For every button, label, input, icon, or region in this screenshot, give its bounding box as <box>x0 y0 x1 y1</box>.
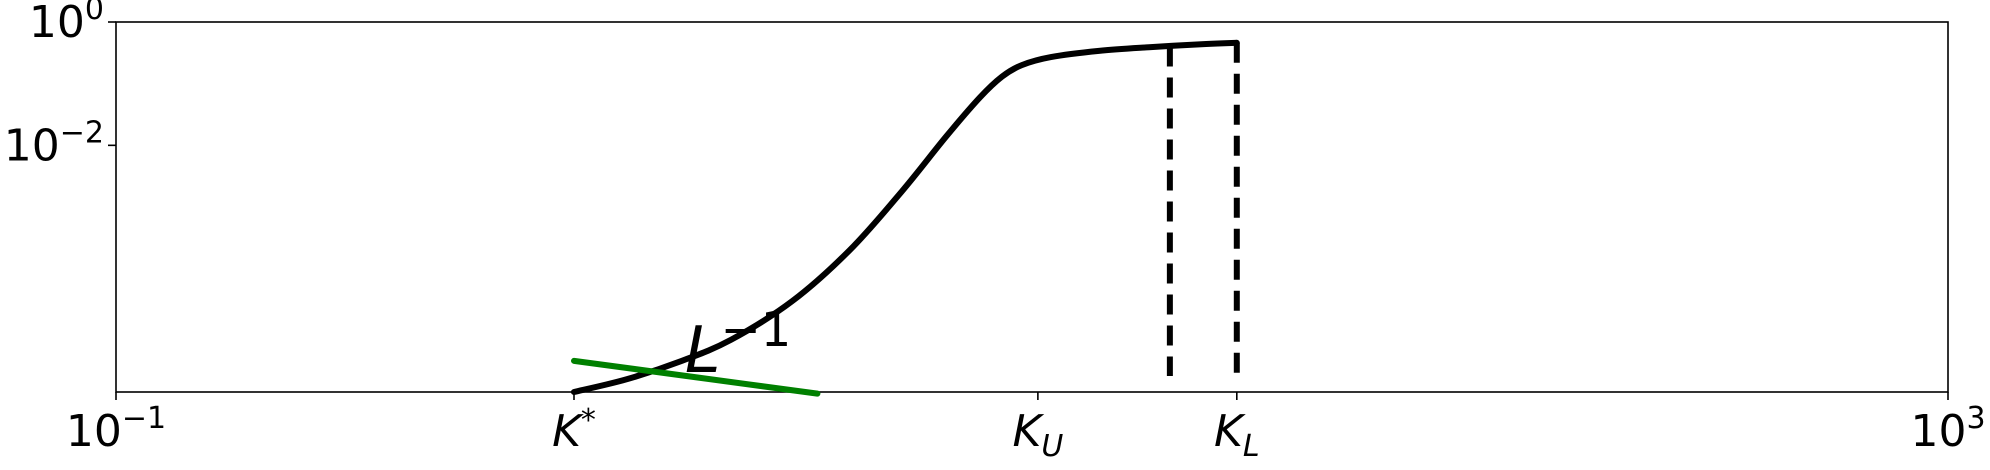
x-named-tick-sup: * <box>581 403 596 438</box>
slope-annotation-0: L−1 <box>685 302 791 388</box>
y-tick-exponent: −2 <box>60 115 104 150</box>
x-tick-label-0: 10−1 <box>66 401 166 457</box>
series-line-1 <box>571 357 821 397</box>
y-tick-label-1: 10−2 <box>4 115 104 171</box>
x-tick-exponent: 3 <box>1966 401 1985 436</box>
x-tick-exponent: −1 <box>122 401 166 436</box>
x-tick-base: 10 <box>66 406 122 457</box>
x-named-tick-sub: L <box>1243 429 1260 464</box>
x-named-tick-main: K <box>1214 406 1246 457</box>
x-named-tick-label-1: KU <box>1012 406 1063 464</box>
x-tick-label-1: 103 <box>1910 401 1985 457</box>
x-tick-base: 10 <box>1910 406 1966 457</box>
series-layer <box>571 39 1240 397</box>
x-named-tick-label-0: K* <box>552 403 596 457</box>
slope-annotation-base: L <box>685 314 721 388</box>
y-tick-base: 10 <box>4 120 60 171</box>
x-named-tick-main: K <box>552 406 584 457</box>
slope-annotation-exponent: −1 <box>721 302 792 358</box>
annotations-layer: L−1 <box>685 302 791 388</box>
y-tick-exponent: 0 <box>85 0 104 27</box>
x-named-tick-sub: U <box>1041 429 1063 464</box>
plot-area-frame <box>115 21 1949 393</box>
x-named-tick-main: K <box>1012 406 1044 457</box>
y-tick-label-0: 100 <box>29 0 104 48</box>
y-tick-base: 10 <box>29 0 85 48</box>
reference-lines-layer <box>1166 42 1240 376</box>
series-line-0 <box>571 39 1240 395</box>
x-named-tick-label-2: KL <box>1214 406 1260 464</box>
